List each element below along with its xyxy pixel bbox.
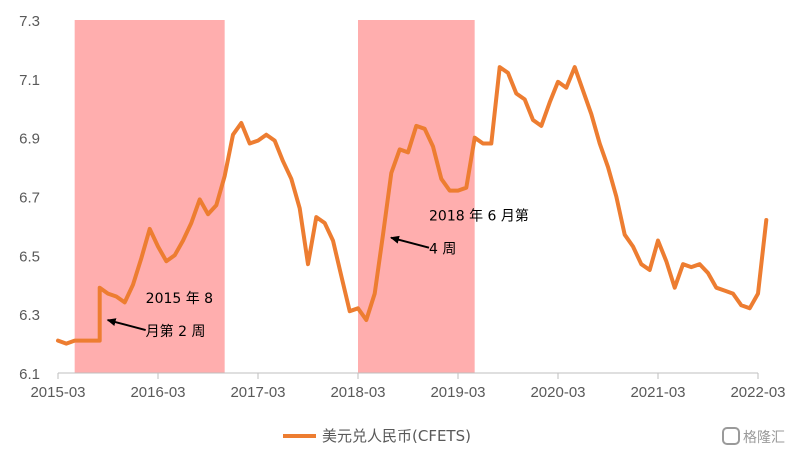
x-tick-label: 2021-03 — [630, 384, 685, 401]
x-tick-label: 2017-03 — [230, 384, 285, 401]
watermark-logo-icon — [722, 427, 740, 445]
y-tick-label: 6.1 — [19, 366, 40, 383]
watermark: 格隆汇 — [722, 427, 785, 446]
y-tick-label: 7.3 — [19, 13, 40, 30]
x-tick-label: 2020-03 — [530, 384, 585, 401]
annotation-arrow — [390, 235, 430, 249]
y-tick-label: 6.9 — [19, 131, 40, 148]
y-tick-label: 6.7 — [19, 190, 40, 207]
x-axis: 2015-03 2016-03 2017-03 2018-03 2019-03 2020-… — [30, 373, 786, 401]
annotation-label: 4 周 — [429, 242, 456, 258]
annotation-label: 2018 年 6 月第 — [429, 208, 529, 225]
shaded-periods — [74, 20, 475, 373]
legend: 美元兑人民币(CFETS) — [283, 427, 471, 445]
x-tick-label: 2015-03 — [30, 384, 85, 401]
annotations: 2015 年 8 月第 2 周 2018 年 6 月第 4 周 — [106, 208, 529, 340]
y-tick-label: 6.3 — [19, 307, 40, 324]
legend-label: 美元兑人民币(CFETS) — [322, 427, 471, 445]
x-tick-label: 2018-03 — [330, 384, 385, 401]
annotation-arrow — [106, 318, 146, 332]
shaded-period — [74, 20, 225, 373]
x-tick-label: 2016-03 — [130, 384, 185, 401]
x-tick-label: 2019-03 — [430, 384, 485, 401]
y-tick-label: 7.1 — [19, 72, 40, 89]
x-tick-label: 2022-03 — [730, 384, 785, 401]
annotation-label: 月第 2 周 — [146, 323, 206, 340]
series-line — [56, 65, 769, 346]
annotation-label: 2015 年 8 — [146, 291, 213, 307]
watermark-text: 格隆汇 — [743, 430, 785, 446]
shaded-period — [358, 20, 475, 373]
y-tick-label: 6.5 — [19, 248, 40, 265]
y-axis: 6.1 6.3 6.5 6.7 6.9 7.1 7.3 — [19, 13, 40, 383]
